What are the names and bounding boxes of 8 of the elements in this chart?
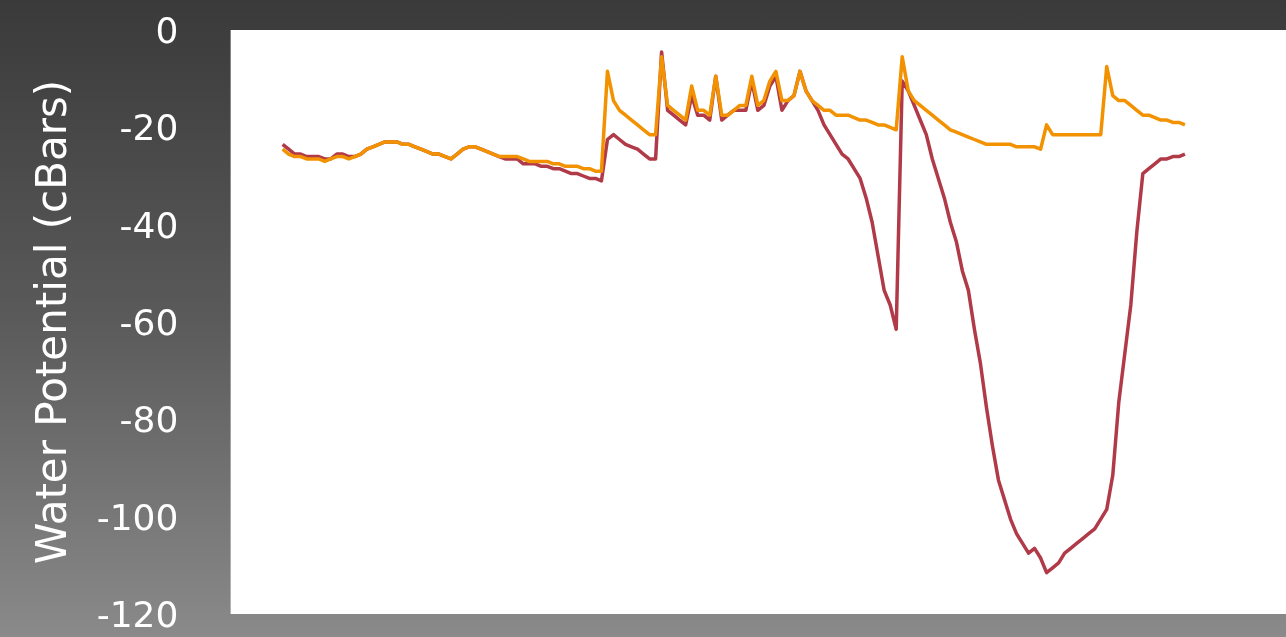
y-tick-label: -60 xyxy=(119,301,179,343)
y-tick-label: -80 xyxy=(119,399,179,441)
y-tick-label: -20 xyxy=(119,107,179,149)
y-axis-title: Water Potential (cBars) xyxy=(27,79,77,565)
y-tick-label: -40 xyxy=(119,204,179,246)
y-tick-label: 0 xyxy=(155,9,179,51)
y-tick-label: -100 xyxy=(96,496,179,538)
y-tick-label: -120 xyxy=(96,593,179,635)
